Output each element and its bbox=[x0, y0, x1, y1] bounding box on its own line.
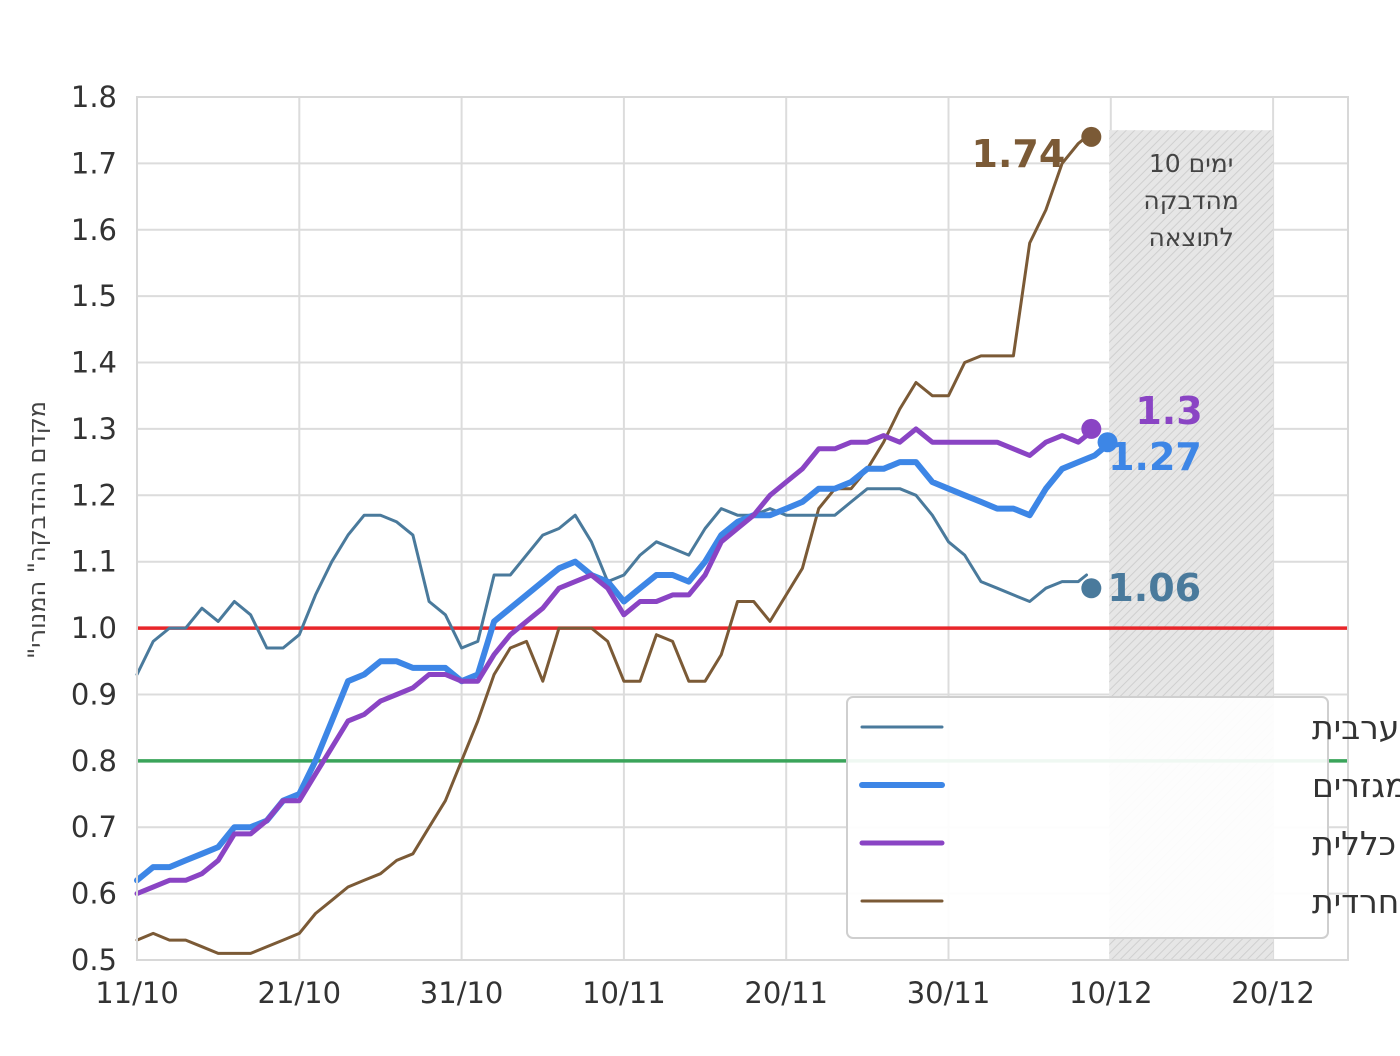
y-tick-labels: 0.5 0.6 0.7 0.8 0.9 1.0 1.1 1.2 1.3 1.4 1.5 1.6 1.7 1… bbox=[71, 80, 117, 977]
series-end-label: 1.06 bbox=[1107, 566, 1201, 610]
y-tick-label: 1.3 bbox=[71, 412, 117, 446]
series-line bbox=[134, 426, 1089, 897]
x-tick-label: 21/10 bbox=[258, 976, 342, 1010]
x-tick-label: 20/12 bbox=[1231, 976, 1315, 1010]
shaded-area-caption: לתוצאה bbox=[1148, 223, 1233, 252]
series-end-point bbox=[1097, 432, 1118, 453]
x-tick-label: 10/12 bbox=[1069, 976, 1153, 1010]
y-axis-label: "מקדם ההדבקה" המנורי bbox=[23, 401, 51, 659]
y-tick-label: 1.4 bbox=[71, 346, 117, 380]
series-line bbox=[135, 135, 1088, 955]
series-end-point bbox=[1081, 126, 1102, 147]
y-tick-label: 1.2 bbox=[71, 478, 117, 512]
x-tick-labels: 11/10 21/10 31/10 10/11 20/11 30/11 10/12 20/12 bbox=[95, 976, 1315, 1010]
shaded-area-caption: 10 ימים bbox=[1149, 149, 1234, 178]
shaded-area-caption: מהדבקה bbox=[1143, 186, 1238, 215]
y-tick-label: 0.7 bbox=[71, 810, 117, 844]
legend-box bbox=[846, 696, 1329, 939]
plot-border bbox=[136, 96, 1349, 961]
y-tick-label: 1.0 bbox=[71, 611, 117, 645]
legend-entry: חברה ערבית bbox=[1312, 708, 1400, 747]
x-tick-label: 10/11 bbox=[582, 976, 666, 1010]
x-tick-label: 30/11 bbox=[907, 976, 991, 1010]
y-tick-label: 1.7 bbox=[71, 146, 117, 180]
series-end-label: 1.27 bbox=[1108, 435, 1202, 479]
y-tick-label: 1.5 bbox=[71, 279, 117, 313]
series-line bbox=[135, 487, 1088, 676]
y-tick-label: 0.6 bbox=[71, 877, 117, 911]
y-tick-label: 1.6 bbox=[71, 213, 117, 247]
end-point-labels: 1.06 1.271.3 1.74 bbox=[972, 126, 1203, 610]
x-tick-label: 20/11 bbox=[744, 976, 828, 1010]
x-tick-label: 11/10 bbox=[95, 976, 179, 1010]
series-end-label: 1.3 bbox=[1135, 389, 1202, 433]
series-lines bbox=[134, 135, 1106, 955]
y-tick-label: 1.8 bbox=[71, 80, 117, 114]
y-tick-label: 0.5 bbox=[71, 943, 117, 977]
legend-entry: חברה חרדית bbox=[1312, 882, 1400, 921]
series-end-label: 1.74 bbox=[972, 132, 1066, 176]
plot-frame bbox=[136, 96, 1349, 961]
y-tick-label: 0.8 bbox=[71, 744, 117, 778]
legend: חברה ערבית ארצי - כלל המגזרים חברה כללית חב… bbox=[846, 696, 1400, 939]
x-tick-label: 31/10 bbox=[420, 976, 504, 1010]
series-end-point bbox=[1081, 418, 1102, 439]
y-tick-label: 0.9 bbox=[71, 677, 117, 711]
y-tick-label: 1.1 bbox=[71, 545, 117, 579]
series-line bbox=[134, 445, 1106, 884]
series-end-point bbox=[1081, 578, 1102, 599]
legend-entry: ארצי - כלל המגזרים bbox=[1312, 766, 1400, 805]
legend-entry: חברה כללית bbox=[1312, 824, 1400, 863]
